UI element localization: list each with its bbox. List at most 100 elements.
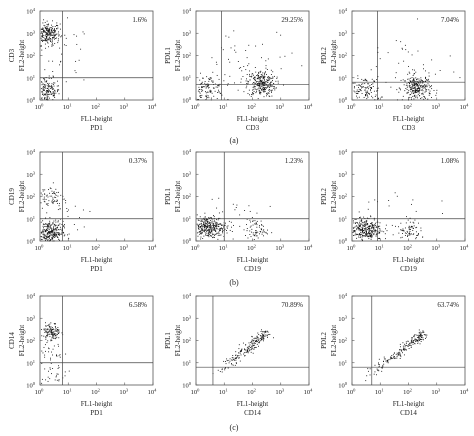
event-point [407, 51, 409, 53]
event-point [43, 328, 45, 330]
event-point [360, 90, 362, 92]
event-point [266, 84, 267, 86]
event-point [352, 227, 354, 229]
event-point [52, 337, 54, 339]
event-point [353, 222, 355, 224]
event-point [409, 94, 411, 96]
event-point [410, 344, 412, 346]
event-point [257, 332, 259, 334]
event-point [365, 224, 366, 226]
event-point [45, 195, 47, 197]
event-point [48, 324, 50, 326]
event-point [43, 86, 44, 88]
event-point [216, 224, 218, 226]
event-point [51, 229, 53, 231]
event-point [219, 92, 221, 94]
event-point [424, 76, 426, 78]
event-point [201, 228, 203, 230]
event-point [269, 96, 271, 98]
y-tick-label: 103 [338, 170, 348, 179]
event-point [210, 228, 212, 230]
event-point [54, 33, 56, 35]
event-point [367, 370, 369, 372]
event-point [415, 227, 417, 229]
event-point [63, 232, 65, 234]
event-point [404, 347, 406, 349]
event-point [265, 330, 267, 332]
event-point [411, 86, 413, 88]
event-point [418, 329, 420, 331]
event-point [204, 81, 206, 82]
event-point [45, 223, 46, 225]
event-point [208, 97, 210, 99]
event-point [238, 344, 240, 346]
event-point [239, 350, 241, 352]
event-point [48, 37, 50, 38]
event-point [45, 27, 47, 29]
event-point [198, 231, 200, 233]
event-point [51, 85, 53, 87]
event-point [367, 368, 369, 370]
event-point [425, 88, 426, 90]
event-point [261, 57, 262, 59]
event-point [398, 87, 400, 89]
event-point [51, 337, 53, 339]
event-point [58, 191, 59, 193]
event-point [201, 89, 203, 91]
event-point [51, 29, 53, 30]
event-point [413, 336, 415, 338]
event-point [40, 46, 42, 47]
event-point [58, 34, 60, 36]
y-axis-marker: PDL2 [320, 47, 328, 64]
event-point [238, 348, 240, 350]
event-point [257, 237, 259, 239]
event-point [47, 84, 49, 86]
event-point [270, 77, 272, 79]
event-point [264, 72, 266, 74]
event-point [220, 228, 222, 230]
event-point [423, 85, 425, 87]
event-point [49, 87, 51, 89]
event-point [358, 234, 360, 236]
event-point [416, 234, 418, 236]
event-point [359, 85, 361, 86]
event-point [224, 369, 226, 371]
event-point [371, 231, 373, 233]
event-point [370, 91, 372, 93]
event-point [208, 231, 210, 233]
event-point [52, 223, 54, 225]
event-point [402, 342, 404, 344]
event-point [394, 357, 396, 359]
event-point [200, 226, 202, 227]
event-point [412, 340, 414, 341]
event-point [364, 221, 366, 223]
event-point [201, 94, 203, 96]
event-point [46, 328, 48, 330]
event-point [44, 225, 46, 227]
event-point [218, 91, 220, 93]
event-point [199, 72, 201, 74]
event-point [418, 90, 420, 92]
event-point [41, 335, 43, 337]
event-point [367, 225, 369, 227]
event-point [370, 86, 371, 88]
event-point [398, 353, 400, 355]
y-axis-label: FL2-height [174, 181, 182, 213]
event-point [43, 37, 45, 38]
event-point [366, 94, 368, 96]
event-point [207, 229, 209, 231]
event-point [384, 233, 386, 235]
event-point [43, 200, 45, 202]
event-point [363, 235, 365, 237]
event-point [67, 215, 69, 217]
event-point [221, 94, 223, 96]
event-point [55, 219, 57, 221]
event-point [60, 36, 62, 38]
event-point [205, 87, 207, 89]
event-point [47, 25, 49, 27]
event-point [395, 72, 397, 74]
event-point [52, 89, 54, 90]
event-point [372, 233, 374, 235]
event-point [49, 330, 51, 331]
event-point [83, 33, 85, 35]
